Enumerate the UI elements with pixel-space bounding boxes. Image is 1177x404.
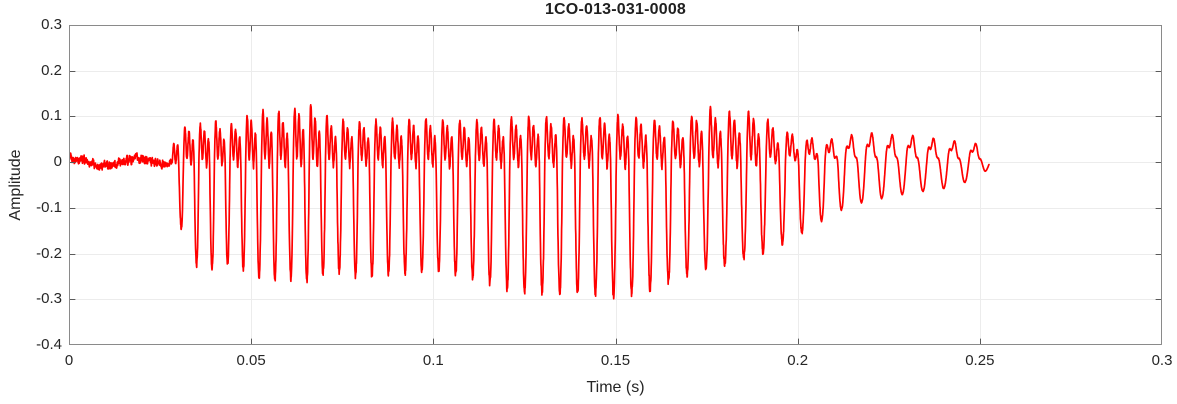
y-tick-label: 0.1 bbox=[41, 107, 62, 125]
x-tick-label: 0.05 bbox=[236, 352, 266, 369]
chart-title: 1CO-013-031-0008 bbox=[544, 1, 687, 18]
plot-area bbox=[69, 25, 1162, 345]
y-tick-label: -0.1 bbox=[36, 198, 62, 216]
waveform-plot-canvas bbox=[69, 25, 1162, 345]
y-tick-label: 0 bbox=[53, 153, 62, 171]
y-tick-label: -0.3 bbox=[36, 290, 62, 308]
x-tick-label: 0.15 bbox=[600, 352, 631, 369]
y-tick-label: 0.3 bbox=[41, 16, 62, 33]
x-axis-label: Time (s) bbox=[586, 379, 645, 396]
y-axis-label: Amplitude bbox=[7, 149, 24, 221]
x-tick-label: 0 bbox=[64, 352, 74, 369]
y-tick-label: -0.4 bbox=[36, 336, 62, 353]
x-tick-label: 0.3 bbox=[1151, 352, 1173, 369]
x-tick-label: 0.2 bbox=[787, 352, 809, 369]
y-tick-label: -0.2 bbox=[36, 244, 62, 262]
y-tick-label: 0.2 bbox=[41, 61, 62, 79]
x-tick-label: 0.25 bbox=[965, 352, 995, 369]
x-tick-label: 0.1 bbox=[422, 352, 444, 369]
